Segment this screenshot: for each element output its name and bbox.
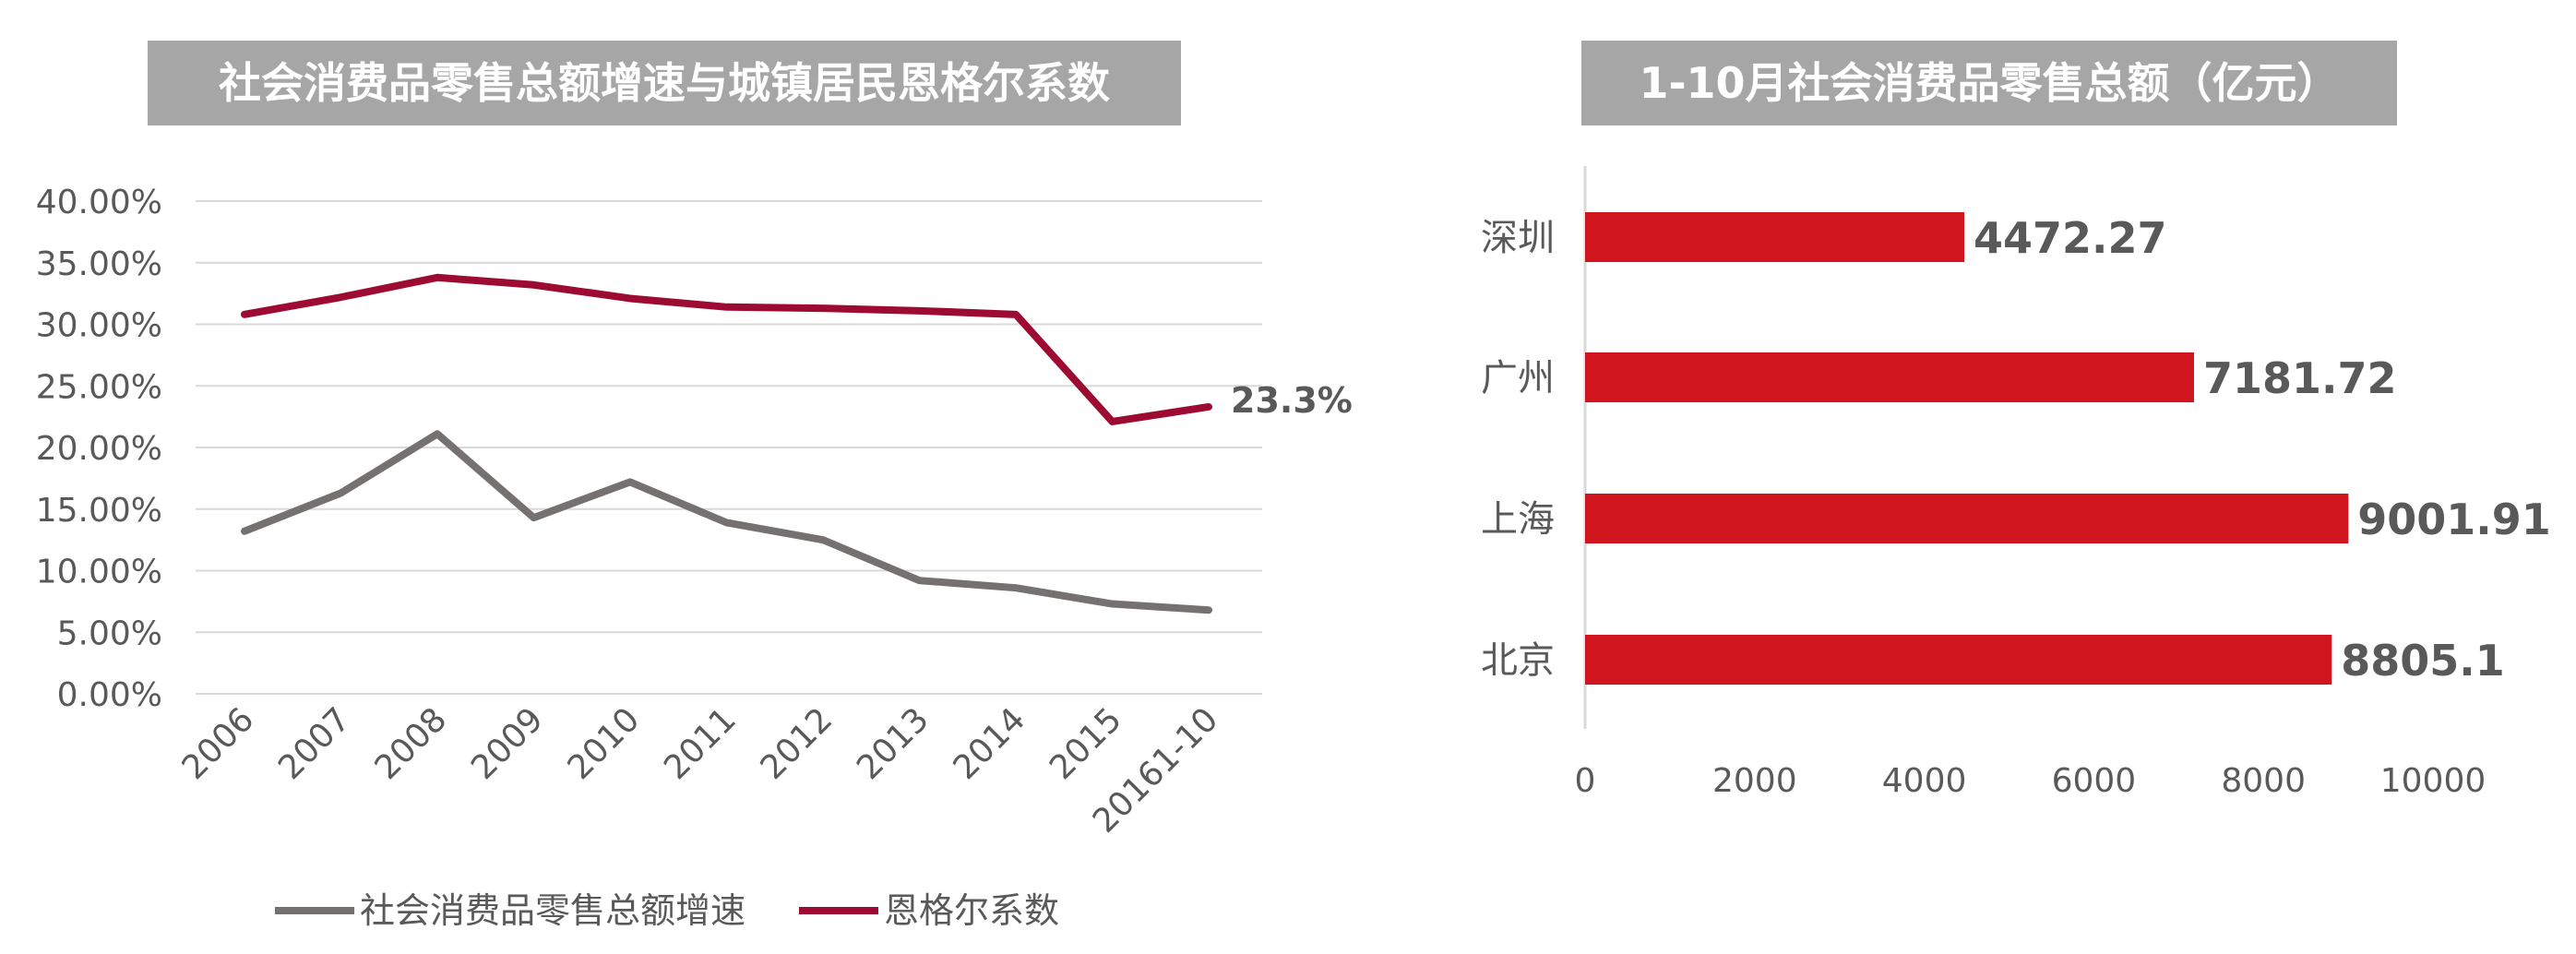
y-tick-label: 35.00% bbox=[36, 245, 162, 283]
y-category-label: 北京 bbox=[1481, 639, 1555, 682]
y-tick-label: 5.00% bbox=[57, 614, 162, 652]
line-chart-title: 社会消费品零售总额增速与城镇居民恩格尔系数 bbox=[148, 41, 1181, 125]
series-line-engel bbox=[241, 273, 1212, 425]
legend-label: 社会消费品零售总额增速 bbox=[360, 890, 745, 931]
y-category-label: 上海 bbox=[1481, 498, 1555, 541]
bar-value-label: 4472.27 bbox=[1974, 213, 2167, 263]
x-tick-label: 8000 bbox=[2221, 762, 2306, 800]
legend-label: 恩格尔系数 bbox=[884, 890, 1059, 931]
bar bbox=[1585, 212, 1965, 262]
data-label-last-engel: 23.3% bbox=[1231, 380, 1353, 421]
x-tick-label: 10000 bbox=[2380, 762, 2487, 800]
y-tick-label: 20.00% bbox=[36, 430, 162, 468]
y-category-label: 广州 bbox=[1481, 357, 1555, 399]
y-tick-label: 30.00% bbox=[36, 307, 162, 345]
y-tick-label: 0.00% bbox=[57, 676, 162, 714]
bar-value-label: 7181.72 bbox=[2203, 353, 2397, 403]
bar bbox=[1585, 635, 2332, 685]
line-chart: 40.00% 35.00% 30.00% 25.00% 20.00% 15.00% 10.0… bbox=[36, 184, 1353, 931]
x-tick-label: 4000 bbox=[1882, 762, 1967, 800]
y-tick-label: 25.00% bbox=[36, 368, 162, 406]
y-tick-label: 10.00% bbox=[36, 554, 162, 591]
series-line-retail-growth bbox=[241, 430, 1212, 614]
x-tick-label: 6000 bbox=[2052, 762, 2137, 800]
bar bbox=[1585, 352, 2194, 402]
bar bbox=[1585, 494, 2349, 543]
y-category-label: 深圳 bbox=[1481, 217, 1555, 259]
y-tick-label: 15.00% bbox=[36, 492, 162, 530]
y-tick-label: 40.00% bbox=[36, 184, 162, 221]
bar-value-label: 8805.1 bbox=[2341, 636, 2505, 686]
x-tick-label: 2000 bbox=[1712, 762, 1797, 800]
bar-value-label: 9001.91 bbox=[2357, 495, 2551, 544]
bar-chart-title: 1-10月社会消费品零售总额（亿元） bbox=[1581, 41, 2397, 125]
x-tick-label: 0 bbox=[1575, 762, 1596, 800]
